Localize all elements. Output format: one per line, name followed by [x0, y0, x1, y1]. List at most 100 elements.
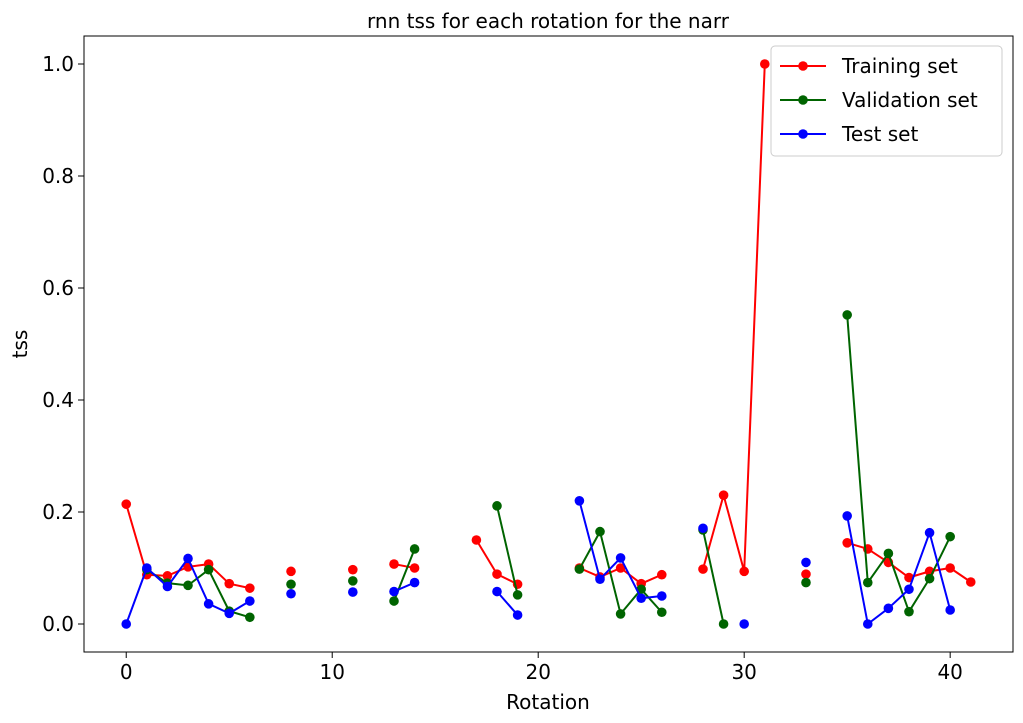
y-tick-label: 0.4 [42, 388, 74, 412]
data-point [656, 607, 667, 618]
data-point [801, 577, 811, 588]
data-point [512, 590, 523, 600]
data-point [698, 523, 708, 534]
data-point [595, 526, 605, 537]
data-point [615, 563, 626, 573]
data-point [718, 619, 729, 629]
series-line-segment [743, 63, 766, 573]
x-tick-label: 30 [731, 660, 756, 684]
x-tick-label: 0 [120, 660, 133, 684]
series-line-segment [907, 577, 931, 613]
data-point [965, 577, 976, 587]
legend-marker [798, 129, 808, 139]
series-test-set [121, 496, 955, 629]
data-point [142, 563, 152, 573]
series-line-segment [125, 503, 148, 576]
series-line-segment [207, 568, 231, 613]
y-tick-label: 1.0 [42, 52, 74, 76]
series-line-segment [640, 588, 663, 614]
plot-frame [83, 35, 1014, 653]
series-line-segment [166, 557, 190, 588]
series-line-segment [846, 313, 869, 584]
series-line-segment [496, 590, 519, 617]
data-point [698, 564, 708, 574]
series-line-segment [928, 531, 952, 611]
x-axis: 0 10 20 30 40 [120, 652, 963, 684]
data-point [656, 569, 667, 580]
data-point [595, 574, 605, 584]
data-point [636, 593, 646, 604]
data-point [512, 610, 523, 620]
data-point [121, 499, 132, 509]
data-point [492, 501, 502, 511]
data-point [286, 588, 296, 599]
y-axis: 0.0 0.2 0.4 0.6 0.8 1.0 [42, 52, 84, 636]
data-point [615, 553, 626, 563]
series-line-segment [187, 557, 210, 605]
plot-area [83, 35, 1014, 653]
data-point [574, 496, 585, 506]
data-point [409, 577, 420, 588]
x-axis-label: Rotation [506, 690, 590, 714]
data-point [801, 569, 811, 579]
data-point [924, 573, 935, 584]
data-point [739, 566, 749, 577]
series-validation-set [142, 310, 955, 629]
data-point [389, 586, 399, 597]
legend-label: Training set [841, 54, 958, 78]
legend-box [770, 45, 1003, 157]
series-line-segment [701, 494, 725, 571]
data-point [759, 59, 770, 69]
data-point [842, 310, 852, 320]
data-point [409, 544, 420, 554]
y-tick-label: 0.8 [42, 164, 74, 188]
data-point [409, 563, 420, 573]
data-point [203, 564, 214, 575]
data-point [348, 587, 358, 597]
data-point [904, 606, 914, 617]
data-point [945, 605, 955, 615]
data-point [862, 577, 873, 588]
data-point [286, 579, 296, 590]
x-tick-label: 40 [937, 660, 962, 684]
data-point [183, 553, 193, 564]
data-point [492, 569, 502, 579]
data-point [945, 563, 955, 573]
data-point [574, 564, 585, 574]
series-line-segment [887, 552, 910, 613]
series-line-segment [598, 556, 622, 581]
data-point [162, 581, 173, 592]
data-point [615, 609, 626, 619]
data-point [245, 596, 255, 606]
data-point [471, 535, 482, 545]
x-tick-label: 10 [319, 660, 344, 684]
data-point [183, 580, 193, 591]
series-line-segment [701, 528, 725, 625]
y-axis-label: tss [8, 330, 32, 359]
series-line-segment [475, 539, 499, 576]
x-tick-label: 20 [525, 660, 550, 684]
legend-label: Test set [841, 122, 918, 146]
series-line-segment [928, 535, 952, 580]
series-line-segment [907, 531, 931, 591]
data-point [348, 576, 358, 586]
data-point [203, 599, 214, 609]
y-tick-label: 0.0 [42, 612, 74, 636]
series-line-segment [846, 514, 869, 625]
data-point [842, 511, 852, 521]
data-point [492, 586, 502, 597]
data-point [245, 612, 255, 623]
series-layer [121, 59, 976, 629]
y-tick-label: 0.2 [42, 500, 74, 524]
series-line-segment [125, 567, 148, 625]
y-tick-label: 0.6 [42, 276, 74, 300]
series-line-segment [619, 556, 643, 600]
series-line-segment [496, 504, 519, 596]
legend-marker [798, 95, 808, 105]
series-line-segment [598, 530, 622, 615]
data-point [245, 583, 255, 593]
data-point [389, 559, 399, 569]
data-point [286, 566, 296, 577]
chart-title: rnn tss for each rotation for the narr [367, 9, 730, 33]
